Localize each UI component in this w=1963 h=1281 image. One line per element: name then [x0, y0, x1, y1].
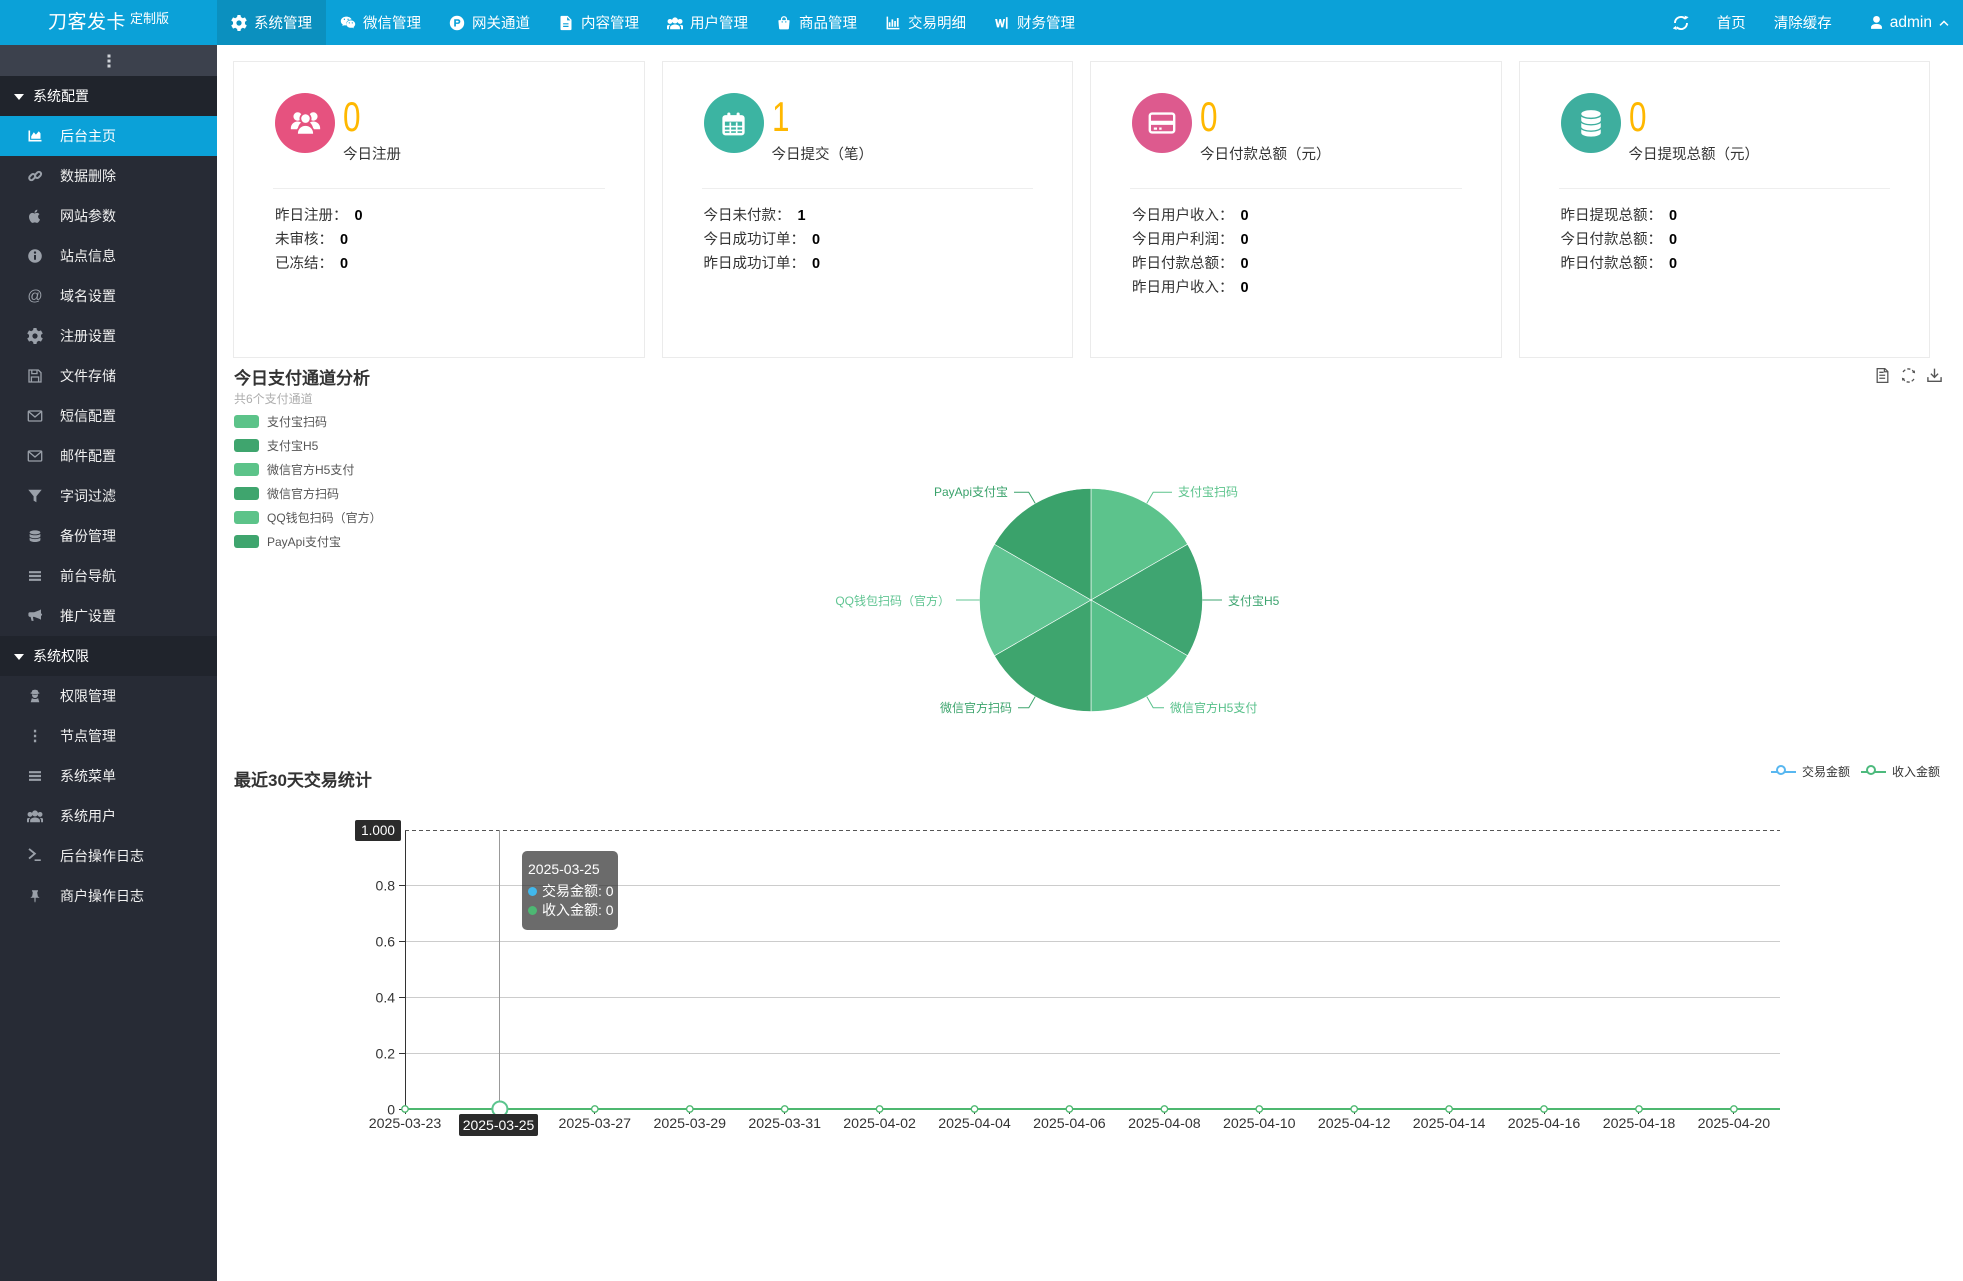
svg-text:支付宝扫码: 支付宝扫码	[1178, 485, 1238, 499]
svg-text:2025-04-14: 2025-04-14	[1413, 1116, 1486, 1132]
svg-text:2025-04-16: 2025-04-16	[1508, 1116, 1581, 1132]
svg-text:2025-04-10: 2025-04-10	[1223, 1116, 1296, 1132]
svg-text:2025-04-20: 2025-04-20	[1698, 1116, 1771, 1132]
svg-text:微信官方H5支付: 微信官方H5支付	[1170, 700, 1257, 715]
svg-text:2025-03-23: 2025-03-23	[369, 1116, 442, 1132]
svg-text:0.6: 0.6	[376, 934, 396, 950]
svg-text:2025-03-27: 2025-03-27	[559, 1116, 632, 1132]
svg-text:2025-04-12: 2025-04-12	[1318, 1116, 1391, 1132]
svg-text:2025-04-08: 2025-04-08	[1128, 1116, 1201, 1132]
svg-text:2025-04-02: 2025-04-02	[843, 1116, 916, 1132]
svg-text:2025-04-06: 2025-04-06	[1033, 1116, 1106, 1132]
svg-text:2025-04-18: 2025-04-18	[1603, 1116, 1676, 1132]
svg-text:2025-04-04: 2025-04-04	[938, 1116, 1011, 1132]
svg-text:微信官方扫码: 微信官方扫码	[940, 700, 1012, 715]
svg-text:0.4: 0.4	[376, 990, 396, 1006]
svg-text:支付宝H5: 支付宝H5	[1228, 594, 1280, 608]
svg-text:2025-03-31: 2025-03-31	[748, 1116, 821, 1132]
svg-text:0.2: 0.2	[376, 1046, 396, 1062]
svg-text:2025-03-29: 2025-03-29	[654, 1116, 727, 1132]
svg-text:PayApi支付宝: PayApi支付宝	[934, 485, 1008, 499]
svg-text:0.8: 0.8	[376, 878, 396, 894]
svg-text:0: 0	[387, 1102, 395, 1118]
svg-text:@: @	[27, 288, 42, 304]
svg-text:QQ钱包扫码（官方）: QQ钱包扫码（官方）	[835, 593, 950, 608]
